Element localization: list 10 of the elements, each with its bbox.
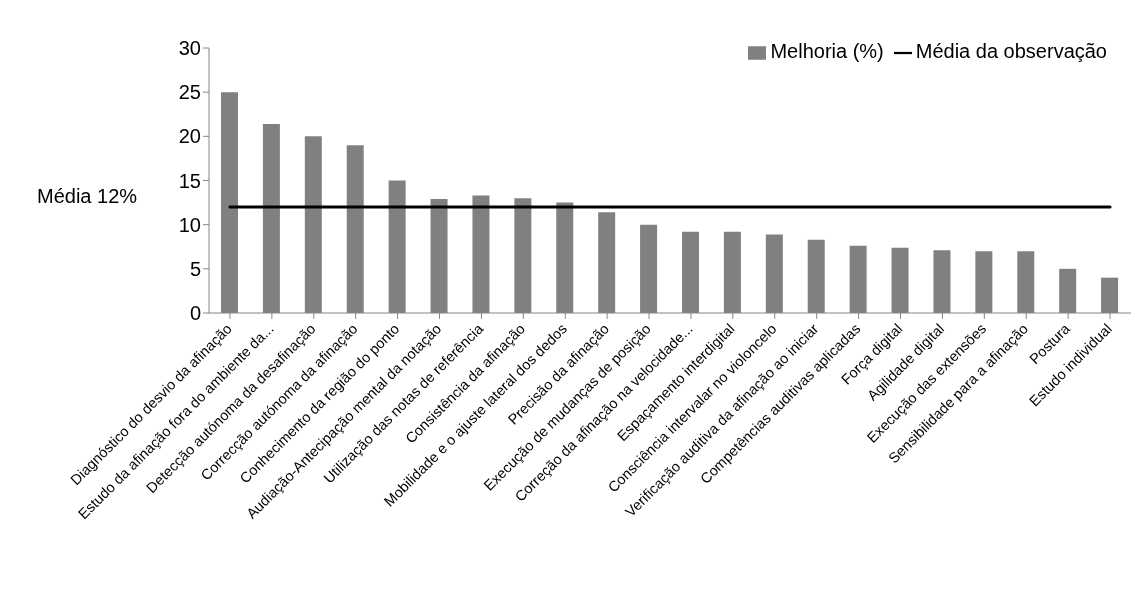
legend-label: Média da observação xyxy=(915,40,1107,62)
y-tick-label: 25 xyxy=(178,81,201,104)
legend-label: Melhoria (%) xyxy=(770,40,884,62)
y-tick-label: 30 xyxy=(178,37,201,60)
y-tick-label: 10 xyxy=(178,213,201,236)
y-tick-label: 5 xyxy=(189,257,201,280)
text: Média 12% xyxy=(37,184,138,208)
y-tick-label: 20 xyxy=(178,125,201,148)
y-tick-label: 0 xyxy=(189,302,201,325)
y-tick-label: 15 xyxy=(178,169,201,192)
